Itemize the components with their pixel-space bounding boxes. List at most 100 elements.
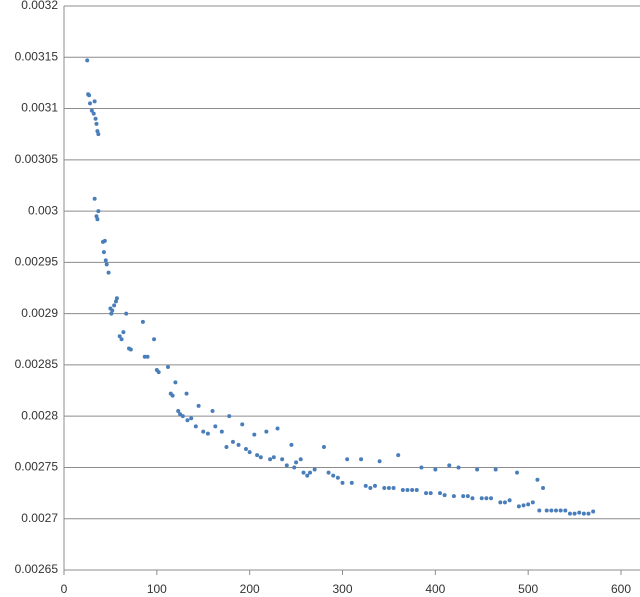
y-tick-label: 0.0027 — [21, 511, 58, 525]
y-tick-label: 0.00275 — [15, 460, 59, 474]
point — [275, 426, 280, 431]
point — [280, 457, 285, 462]
point — [305, 473, 310, 478]
point — [363, 483, 368, 488]
point — [230, 439, 235, 444]
point — [349, 480, 354, 485]
point — [205, 431, 210, 436]
point — [428, 491, 433, 496]
x-tick-label: 600 — [611, 582, 631, 596]
point — [96, 132, 101, 137]
point — [121, 330, 126, 335]
point — [400, 488, 405, 493]
x-tick-label: 500 — [518, 582, 538, 596]
point — [391, 485, 396, 490]
point — [451, 494, 456, 499]
point — [255, 453, 260, 458]
point — [112, 303, 117, 308]
point — [258, 455, 263, 460]
point — [252, 432, 257, 437]
point — [210, 409, 215, 414]
point — [176, 409, 181, 414]
point — [577, 510, 582, 515]
point — [541, 485, 546, 490]
point — [145, 354, 150, 359]
point — [224, 444, 229, 449]
point — [180, 414, 185, 419]
y-tick-label: 0.0031 — [21, 101, 58, 115]
point — [475, 467, 480, 472]
point — [124, 311, 129, 316]
point — [96, 209, 101, 214]
point — [298, 457, 303, 462]
point — [142, 354, 147, 359]
point — [227, 414, 232, 419]
point — [114, 296, 119, 301]
point — [526, 502, 531, 507]
point — [521, 503, 526, 508]
point — [268, 457, 273, 462]
point — [479, 496, 484, 501]
point — [178, 412, 183, 417]
point — [563, 508, 568, 513]
point — [377, 459, 382, 464]
point — [442, 493, 447, 498]
x-tick-label: 100 — [147, 582, 167, 596]
point — [89, 108, 94, 113]
point — [484, 496, 489, 501]
point — [368, 485, 373, 490]
y-tick-label: 0.0028 — [21, 408, 58, 422]
point — [92, 196, 97, 201]
y-tick-label: 0.0029 — [21, 306, 58, 320]
y-tick-label: 0.003 — [28, 203, 58, 217]
x-tick-label: 300 — [332, 582, 352, 596]
point — [326, 470, 331, 475]
point — [92, 99, 97, 104]
point — [312, 467, 317, 472]
point — [507, 498, 512, 503]
point — [156, 370, 161, 375]
y-tick-label: 0.00265 — [15, 562, 59, 576]
point — [470, 496, 475, 501]
point — [515, 470, 520, 475]
point — [91, 111, 96, 116]
point — [87, 93, 92, 98]
point — [193, 424, 198, 429]
point — [498, 500, 503, 505]
point — [94, 214, 99, 219]
point — [247, 450, 252, 455]
point — [535, 477, 540, 482]
point — [308, 470, 313, 475]
point — [549, 508, 554, 513]
point — [240, 422, 245, 427]
point — [372, 483, 377, 488]
point — [456, 465, 461, 470]
point — [110, 308, 115, 313]
point — [537, 508, 542, 513]
point — [345, 457, 350, 462]
point — [109, 311, 114, 316]
point — [140, 319, 145, 324]
point — [264, 429, 269, 434]
point — [321, 444, 326, 449]
x-tick-label: 400 — [425, 582, 445, 596]
point — [271, 455, 276, 460]
point — [447, 463, 452, 468]
point — [289, 442, 294, 447]
x-tick-label: 200 — [240, 582, 260, 596]
point — [243, 446, 248, 451]
point — [213, 424, 218, 429]
point — [102, 238, 107, 243]
point — [489, 496, 494, 501]
point — [572, 511, 577, 516]
point — [340, 480, 345, 485]
point — [95, 217, 100, 222]
point — [170, 393, 175, 398]
point — [236, 442, 241, 447]
y-tick-label: 0.00305 — [15, 152, 59, 166]
point — [87, 101, 92, 106]
point — [558, 508, 563, 513]
x-tick-label: 0 — [61, 582, 68, 596]
point — [85, 58, 90, 63]
